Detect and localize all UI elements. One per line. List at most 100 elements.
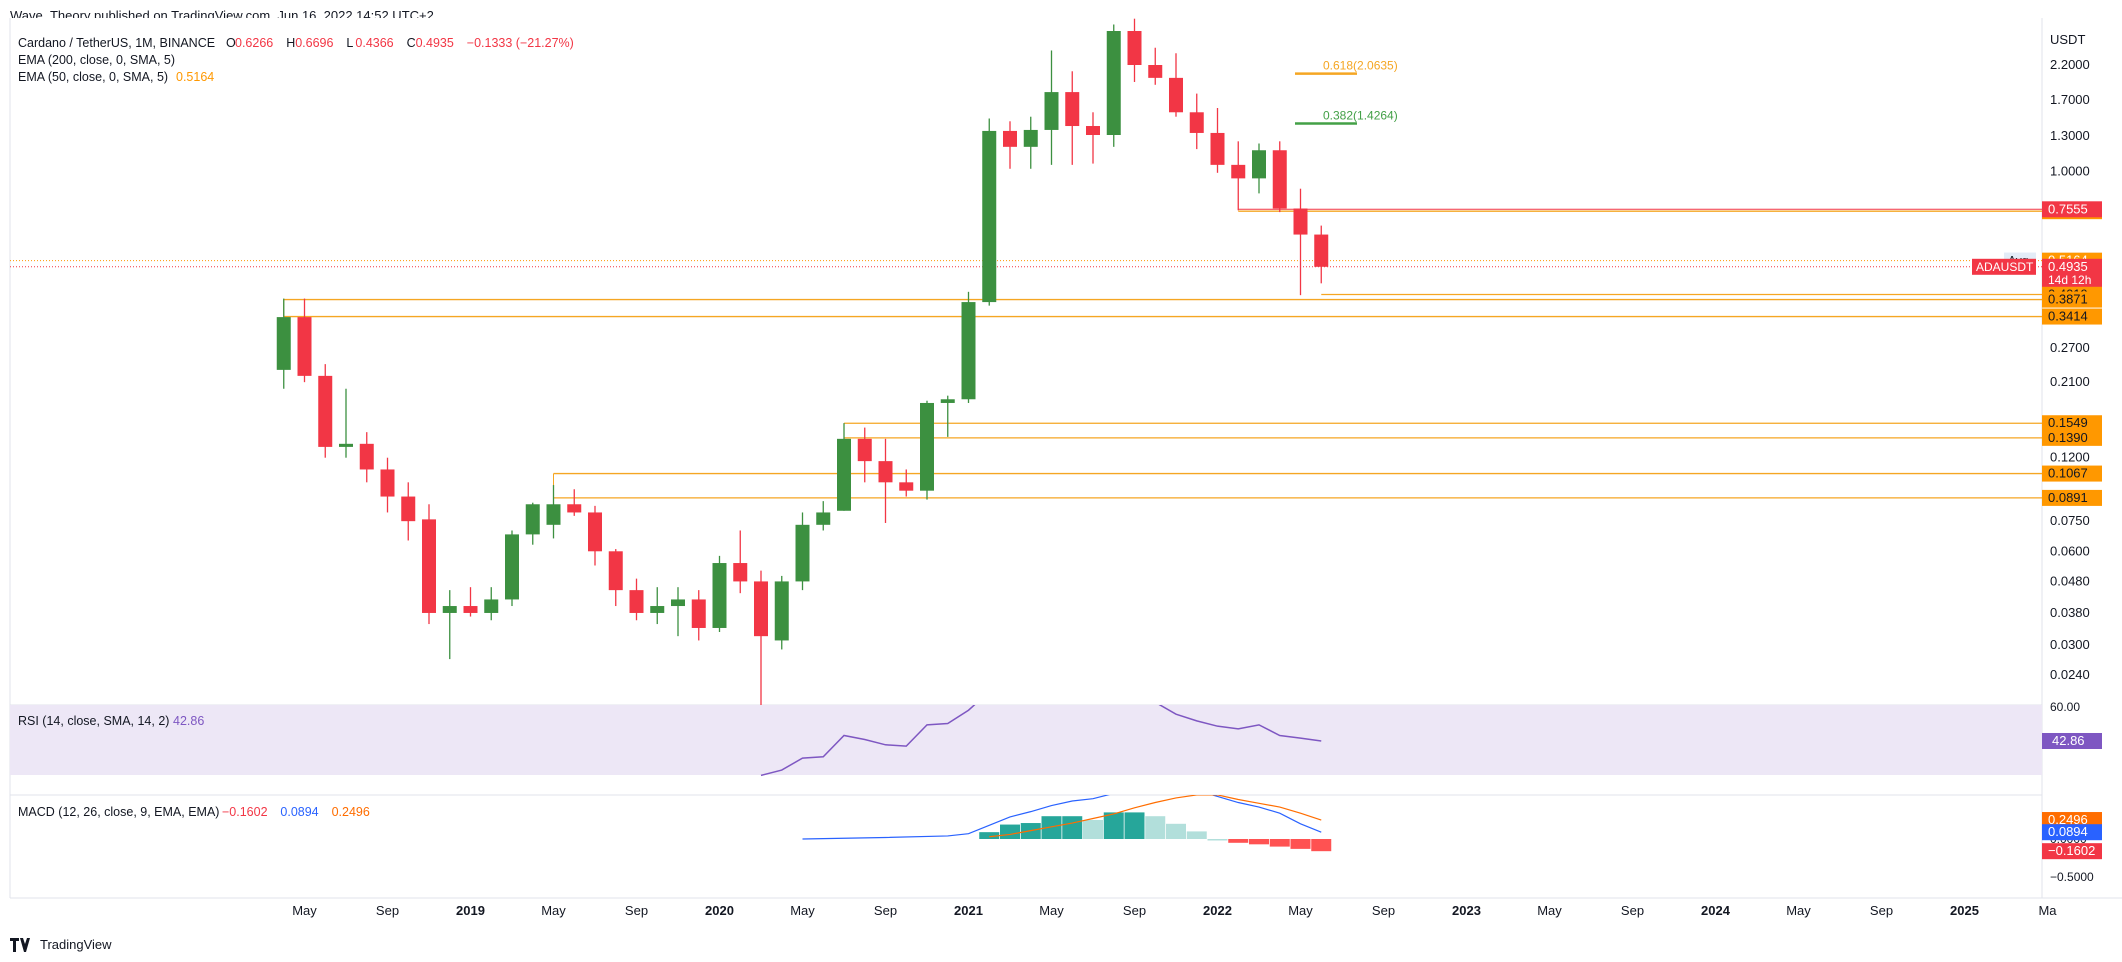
legend-ohlc-key: O (226, 36, 236, 50)
x-tick-label: Sep (874, 903, 897, 918)
candle-body (1189, 112, 1204, 133)
candle-body (1023, 129, 1038, 147)
candle-body (671, 599, 685, 607)
x-tick-label: May (790, 903, 815, 918)
candle-body (899, 482, 914, 491)
price-level-tag-label: 0.0891 (2048, 490, 2088, 505)
candle-body (1106, 31, 1121, 135)
x-tick-label: May (292, 903, 317, 918)
candle-body (318, 375, 333, 447)
x-tick-label: 2019 (456, 903, 485, 918)
candle-body (754, 581, 768, 637)
macd-signal-line (989, 795, 1322, 838)
macd-histogram-bar (1062, 816, 1083, 839)
rsi-line (760, 705, 1322, 777)
price-tag-countdown: 14d 12h (2048, 273, 2091, 287)
currency-label: USDT (2050, 32, 2085, 47)
fib-level-label: 0.618(2.0635) (1323, 59, 1398, 73)
rsi-value: 42.86 (173, 714, 204, 728)
candle-body (691, 599, 706, 628)
tradingview-footer[interactable]: TradingView (10, 937, 112, 952)
price-tag (2042, 258, 2102, 287)
candle-body (1065, 92, 1080, 127)
x-tick-label: 2020 (705, 903, 734, 918)
rsi-tick-label: 60.00 (2050, 700, 2080, 714)
y-tick-label: 0.0750 (2050, 513, 2090, 528)
candle-body (1231, 164, 1246, 179)
macd-value-tag (2042, 843, 2102, 860)
macd-tick-label: −0.5000 (2050, 870, 2094, 884)
candle-body (629, 590, 644, 613)
legend-ohlc-value: 0.6266 (235, 36, 273, 50)
macd-histogram-bar (1249, 839, 1269, 845)
candle-body (484, 599, 499, 613)
tradingview-logo-icon (10, 937, 30, 952)
candle-body (940, 399, 955, 403)
legend-ohlc-value: 0.4935 (416, 36, 454, 50)
candle-body (774, 581, 789, 641)
macd-value-tag (2042, 824, 2102, 841)
macd-histogram-bar (1145, 816, 1166, 839)
macd-histogram-bar (1103, 812, 1124, 839)
price-tag-label: 0.7555 (2048, 201, 2088, 216)
candle-body (961, 302, 976, 400)
x-tick-label: Sep (376, 903, 399, 918)
price-level-tag (2042, 429, 2102, 446)
candle-body (1127, 31, 1142, 66)
y-tick-label: 0.0480 (2050, 573, 2090, 588)
candle-body (982, 130, 997, 303)
candle-body (1044, 92, 1059, 130)
rsi-band (10, 705, 2042, 775)
price-tag-label: 0.4935 (2048, 259, 2088, 274)
y-tick-label: 0.0300 (2050, 637, 2090, 652)
price-tag (2042, 201, 2102, 218)
candle-body (401, 496, 416, 522)
legend-ohlc-key: C (407, 36, 416, 50)
macd-histogram-bar (1186, 831, 1207, 839)
candle-body (837, 438, 851, 511)
x-tick-label: May (1786, 903, 1811, 918)
rsi-value-tag-label: 42.86 (2052, 733, 2085, 748)
macd-histogram-bar (1041, 816, 1062, 839)
candle-body (1003, 130, 1017, 147)
price-level-tag (2042, 415, 2102, 432)
candle-body (463, 606, 478, 613)
macd-line (802, 795, 1322, 840)
macd-value-tag (2042, 812, 2102, 829)
macd-value-tag-label: −0.1602 (2048, 843, 2095, 858)
price-level-tag (2042, 308, 2102, 325)
candle-body (588, 512, 602, 552)
candle-body (380, 469, 395, 497)
y-tick-label: 0.2100 (2050, 374, 2090, 389)
x-tick-label: Sep (1870, 903, 1893, 918)
macd-label: MACD (12, 26, close, 9, EMA, EMA) (18, 805, 219, 819)
legend-ema50-value: 0.5164 (176, 70, 214, 84)
x-tick-label: 2022 (1203, 903, 1232, 918)
x-tick-label: Ma (2038, 903, 2057, 918)
y-tick-label: 0.0380 (2050, 605, 2090, 620)
macd-histogram-bar (1290, 839, 1311, 849)
candle-body (1086, 126, 1100, 135)
y-tick-label: 1.0000 (2050, 163, 2090, 178)
x-tick-label: Sep (1123, 903, 1146, 918)
macd-histogram-bar (1000, 824, 1020, 839)
main-pane (10, 18, 2042, 705)
rsi-value-tag (2042, 732, 2102, 749)
candle-body (422, 519, 436, 613)
candle-body (795, 524, 810, 582)
fib-level-label: 0.382(1.4264) (1323, 109, 1398, 123)
candle-body (567, 504, 582, 513)
y-tick-label: 2.2000 (2050, 57, 2090, 72)
candle-body (1148, 65, 1163, 78)
candle-body (1210, 132, 1225, 165)
candle-body (442, 606, 457, 613)
candle-body (359, 443, 374, 470)
macd-histogram-bar (1207, 839, 1228, 841)
x-tick-label: May (541, 903, 566, 918)
legend-ohlc-key: L (346, 36, 353, 50)
candle-body (1293, 208, 1308, 235)
price-level-tag-label: 0.3414 (2048, 309, 2088, 324)
y-tick-label: 1.3000 (2050, 128, 2090, 143)
macd-histogram-bar (1166, 823, 1186, 839)
